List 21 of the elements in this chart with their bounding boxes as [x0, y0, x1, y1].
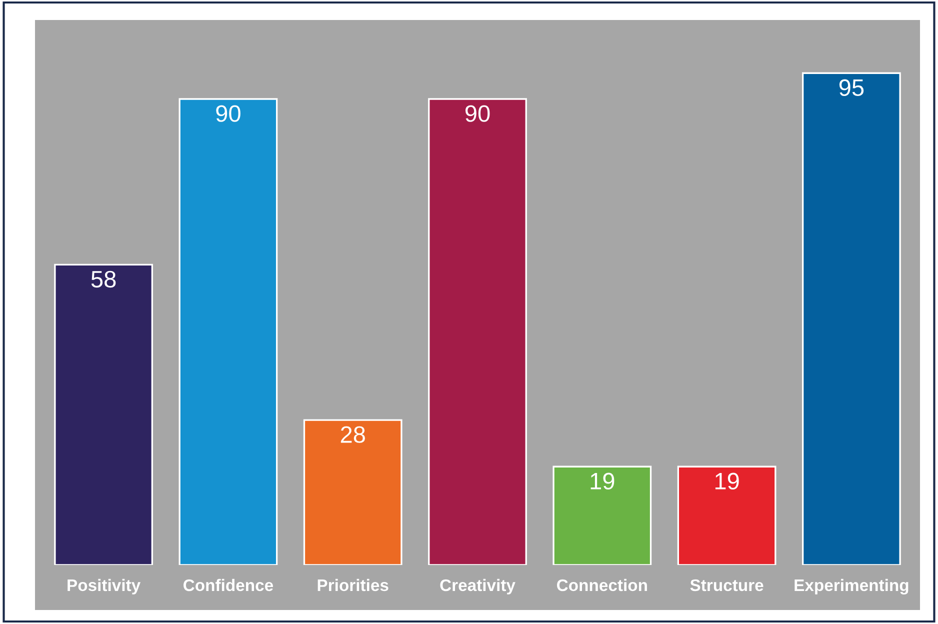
- data-label: 19: [715, 472, 739, 490]
- bar: [303, 419, 402, 565]
- bar: [677, 466, 776, 565]
- bar: [178, 98, 278, 565]
- bar: [54, 264, 154, 565]
- x-tick-label: Structure: [690, 579, 764, 592]
- data-label: 28: [340, 426, 365, 443]
- x-tick-label: Experimenting: [794, 578, 908, 594]
- x-tick-label: Connection: [557, 578, 647, 592]
- bar: [428, 98, 527, 565]
- data-label: 19: [590, 472, 614, 490]
- x-tick-label: Positivity: [68, 578, 141, 594]
- data-label: 95: [839, 79, 864, 96]
- bar: [802, 72, 901, 565]
- x-tick-label: Creativity: [440, 578, 516, 594]
- x-tick-label: Priorities: [318, 578, 388, 592]
- x-tick-label: Confidence: [184, 578, 274, 592]
- data-label: 58: [91, 270, 116, 288]
- data-label: 90: [216, 105, 240, 122]
- data-label: 90: [465, 105, 490, 122]
- bar: [552, 466, 652, 565]
